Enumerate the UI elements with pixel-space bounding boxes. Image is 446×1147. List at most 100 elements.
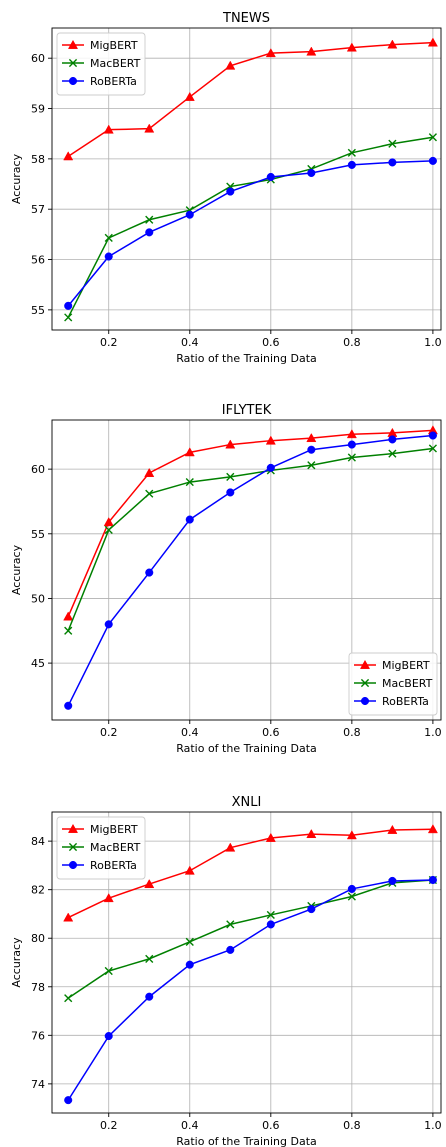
series-macbert: [64, 133, 437, 322]
legend: MigBERT MacBERT RoBERTa: [56, 816, 146, 880]
data-point: [387, 824, 398, 834]
legend-entry: RoBERTa: [354, 695, 429, 708]
series-roberta: [64, 431, 437, 710]
data-point: [307, 168, 316, 178]
data-point: [226, 187, 235, 196]
data-point-stroke-b: [307, 461, 316, 470]
data-point: [144, 878, 155, 889]
y-tick-label: 82: [31, 884, 45, 897]
data-point: [104, 525, 113, 535]
data-point: [347, 440, 356, 449]
data-point: [347, 453, 356, 462]
data-point: [104, 1032, 113, 1041]
data-point: [185, 477, 194, 487]
data-point: [225, 842, 236, 852]
data-point: [346, 830, 357, 840]
chart-title: TNEWS: [222, 11, 270, 26]
data-point: [306, 432, 317, 443]
data-point: [225, 439, 236, 449]
data-point: [266, 463, 275, 472]
legend-marker-stroke-b: [360, 678, 370, 688]
legend-marker: [68, 842, 78, 852]
y-tick-label: 55: [31, 304, 45, 317]
data-point: [428, 431, 437, 440]
data-point: [64, 626, 73, 635]
legend-label: RoBERTa: [90, 75, 137, 88]
data-point-stroke-b: [104, 525, 113, 535]
data-point-stroke-b: [145, 489, 154, 498]
x-tick-label: 0.4: [181, 1119, 199, 1132]
legend-marker: [68, 58, 78, 68]
x-axis-label: Ratio of the Training Data: [176, 742, 317, 755]
data-point: [347, 160, 356, 169]
data-point: [266, 172, 275, 182]
series-line: [67, 879, 433, 999]
legend-label: MacBERT: [90, 57, 141, 70]
y-tick-label: 59: [31, 103, 45, 116]
data-point-stroke-b: [226, 920, 235, 929]
series-migbert: [63, 824, 438, 922]
series-migbert: [63, 425, 438, 621]
data-point: [184, 447, 195, 457]
legend-marker: [68, 860, 78, 870]
y-tick-label: 50: [31, 592, 45, 605]
series-line: [67, 879, 433, 1101]
data-point-stroke-b: [145, 954, 154, 963]
y-tick-label: 74: [31, 1078, 45, 1091]
data-point: [104, 966, 113, 976]
data-point-stroke-b: [185, 937, 194, 946]
data-point: [145, 489, 154, 498]
series-line: [67, 41, 433, 157]
y-axis-label: Accuracy: [10, 937, 23, 988]
series-line: [67, 160, 433, 307]
data-point: [64, 313, 73, 322]
data-point: [145, 228, 154, 237]
y-tick-label: 55: [31, 528, 45, 541]
x-tick-label: 0.6: [262, 1119, 280, 1132]
data-point: [427, 824, 438, 834]
legend-box: [56, 32, 146, 96]
legend-entry: RoBERTa: [62, 859, 137, 872]
data-point: [388, 139, 397, 148]
data-point: [226, 945, 235, 954]
y-tick-label: 60: [31, 463, 45, 476]
legend-marker-stroke-b: [68, 58, 78, 68]
data-point: [307, 905, 316, 914]
data-point-stroke-b: [428, 133, 437, 142]
x-axis-label: Ratio of the Training Data: [176, 1135, 317, 1147]
data-point: [225, 60, 236, 70]
x-tick-label: 0.6: [262, 726, 280, 739]
x-tick-label: 1.0: [424, 726, 442, 739]
x-tick-label: 0.8: [343, 726, 361, 739]
data-point: [346, 42, 357, 52]
x-tick-label: 0.2: [100, 336, 118, 349]
x-tick-label: 0.2: [100, 726, 118, 739]
data-point: [185, 960, 194, 969]
series-roberta: [64, 156, 437, 310]
x-tick-label: 0.8: [343, 336, 361, 349]
series-line: [67, 447, 433, 632]
legend-marker: [67, 39, 79, 49]
data-point: [104, 252, 113, 261]
data-point: [63, 611, 74, 621]
y-tick-label: 76: [31, 1029, 45, 1042]
data-point: [144, 467, 155, 477]
data-point: [388, 158, 397, 167]
data-point: [265, 832, 276, 842]
legend-entry: MacBERT: [62, 841, 141, 854]
data-point: [103, 893, 114, 903]
data-point: [144, 123, 155, 133]
data-point: [265, 435, 276, 445]
data-point: [185, 515, 194, 524]
x-axis-label: Ratio of the Training Data: [176, 352, 317, 365]
data-point: [64, 1096, 73, 1105]
legend-entry: RoBERTa: [62, 75, 137, 88]
data-point: [145, 954, 154, 963]
series-line: [67, 828, 433, 919]
data-point-stroke-b: [104, 233, 113, 242]
data-point: [145, 215, 154, 224]
data-point: [185, 210, 194, 219]
data-point-stroke-b: [266, 910, 275, 920]
y-tick-label: 57: [31, 203, 45, 216]
y-tick-label: 80: [31, 932, 45, 945]
